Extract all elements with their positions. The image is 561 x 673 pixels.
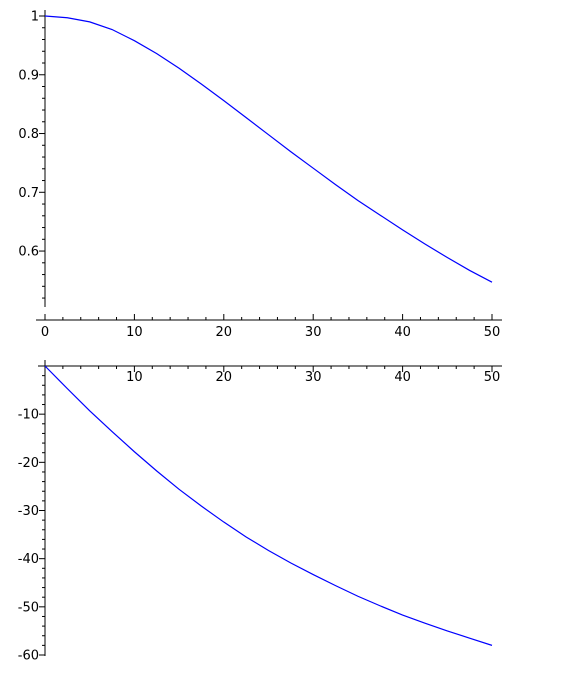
x-tick-label: 20 (216, 370, 233, 385)
y-tick-label: -50 (18, 600, 39, 615)
x-tick-label: 40 (394, 325, 411, 340)
x-tick-label: 10 (126, 370, 143, 385)
x-tick-label: 20 (216, 325, 233, 340)
series-line (44, 15, 493, 283)
x-tick-label: 30 (305, 325, 322, 340)
y-tick-label: -60 (18, 649, 39, 664)
x-tick-label: 0 (41, 325, 49, 340)
x-tick-label: 30 (305, 370, 322, 385)
y-tick-label: -10 (18, 408, 39, 423)
lower-plot: 10 20 30 40 50 -10 -20 -30 -40 -50 -60 (18, 360, 502, 664)
y-tick-label: 0.6 (18, 245, 39, 260)
y-tick-label: -20 (18, 456, 39, 471)
x-tick-label: 50 (484, 325, 501, 340)
upper-plot: 0 10 20 30 40 50 0.6 0.7 0.8 0.9 1 (18, 10, 502, 340)
y-tick-label: 0.9 (18, 68, 39, 83)
x-tick-label: 10 (126, 325, 143, 340)
y-tick-label: 0.8 (18, 127, 39, 142)
y-tick-label: -40 (18, 552, 39, 567)
y-tick-label: -30 (18, 504, 39, 519)
y-tick-label: 0.7 (18, 186, 39, 201)
y-tick-label: 1 (31, 10, 39, 25)
series-line (44, 365, 493, 646)
x-tick-label: 40 (394, 370, 411, 385)
x-tick-label: 50 (484, 370, 501, 385)
